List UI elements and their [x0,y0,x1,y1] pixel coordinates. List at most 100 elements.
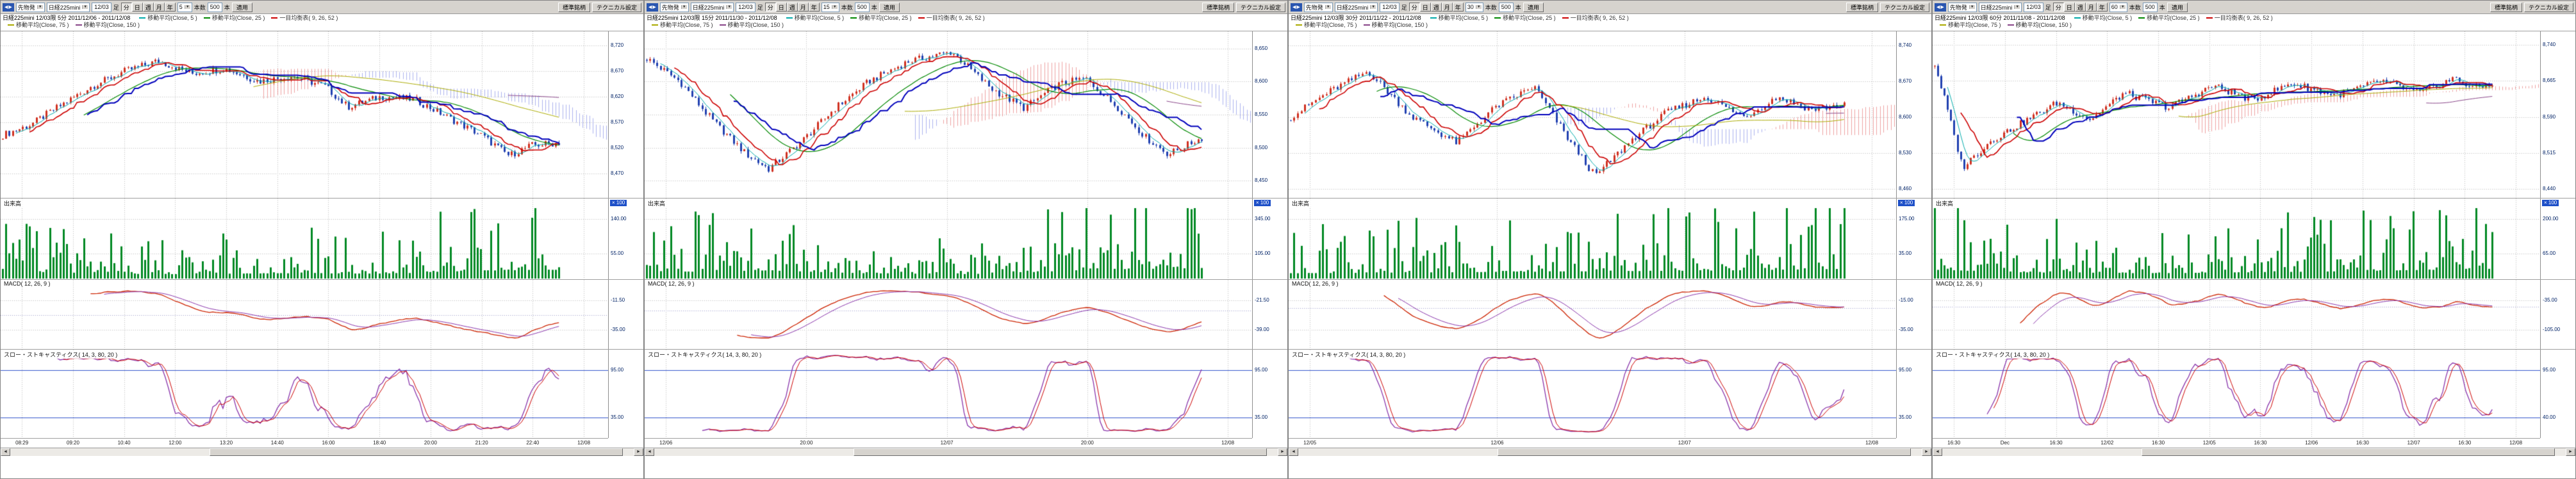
scrollbar-track[interactable] [1298,448,1922,456]
period-button-日[interactable]: 日 [131,3,143,12]
nav-back-icon[interactable]: ◀ [1292,5,1296,10]
chart-nav-arrows[interactable]: ◀ ▶ [1291,3,1302,12]
minute-dropdown[interactable]: 5 ▼ [177,2,192,12]
nav-forward-icon[interactable]: ▶ [1940,5,1944,10]
technical-settings-button[interactable]: テクニカル設定 [1235,2,1285,12]
scroll-thumb[interactable] [210,448,623,456]
stochastics-chart[interactable] [1933,350,2540,438]
period-button-日[interactable]: 日 [1419,3,1431,12]
apply-button[interactable]: 適用 [231,2,252,12]
instrument-dropdown[interactable]: 日経225mini ▼ [690,2,734,12]
standard-symbols-button[interactable]: 標準銘柄 [1201,2,1234,12]
horizontal-scrollbar[interactable]: ◄ ► [1933,448,2575,456]
period-button-年[interactable]: 年 [1452,3,1464,12]
horizontal-scrollbar[interactable]: ◄ ► [1,448,643,456]
scroll-left-button[interactable]: ◄ [645,448,654,456]
price-chart[interactable] [1289,31,1896,198]
instrument-dropdown[interactable]: 日経225mini ▼ [1334,2,1378,12]
scroll-thumb[interactable] [2142,448,2555,456]
period-button-分[interactable]: 分 [1408,3,1420,12]
standard-symbols-button[interactable]: 標準銘柄 [1845,2,1878,12]
contract-month-field[interactable]: 12/03 [2024,2,2043,12]
scroll-right-button[interactable]: ► [1278,448,1287,456]
price-chart[interactable] [1,31,608,198]
period-button-週[interactable]: 週 [786,3,798,12]
apply-button[interactable]: 適用 [1523,2,1544,12]
period-button-月[interactable]: 月 [153,3,165,12]
nav-back-icon[interactable]: ◀ [4,5,8,10]
nav-forward-icon[interactable]: ▶ [1296,5,1300,10]
scrollbar-track[interactable] [10,448,634,456]
scroll-left-button[interactable]: ◄ [1289,448,1298,456]
scroll-left-button[interactable]: ◄ [1,448,10,456]
volume-chart[interactable] [1,199,608,279]
minute-dropdown[interactable]: 15 ▼ [821,2,839,12]
period-button-月[interactable]: 月 [797,3,809,12]
chart-nav-arrows[interactable]: ◀ ▶ [3,3,14,12]
bars-count-field[interactable]: 500 [1498,2,1514,12]
bars-count-field[interactable]: 500 [207,2,222,12]
chart-nav-arrows[interactable]: ◀ ▶ [647,3,658,12]
period-button-分[interactable]: 分 [2052,3,2064,12]
contract-month-field[interactable]: 12/03 [92,2,111,12]
scroll-thumb[interactable] [1498,448,1911,456]
technical-settings-button[interactable]: テクニカル設定 [591,2,641,12]
instrument-dropdown[interactable]: 日経225mini ▼ [1978,2,2022,12]
standard-symbols-button[interactable]: 標準銘柄 [2489,2,2522,12]
bars-count-field[interactable]: 500 [2142,2,2158,12]
technical-settings-button[interactable]: テクニカル設定 [1879,2,1929,12]
category-dropdown[interactable]: 先物発 ▼ [1947,2,1977,12]
period-button-分[interactable]: 分 [120,3,132,12]
period-button-年[interactable]: 年 [164,3,176,12]
volume-chart[interactable] [1289,199,1896,279]
chart-nav-arrows[interactable]: ◀ ▶ [1935,3,1946,12]
scrollbar-track[interactable] [654,448,1278,456]
stochastics-chart[interactable] [1,350,608,438]
nav-forward-icon[interactable]: ▶ [8,5,12,10]
standard-symbols-button[interactable]: 標準銘柄 [557,2,590,12]
macd-chart[interactable] [1933,280,2540,349]
price-chart[interactable] [645,31,1252,198]
technical-settings-button[interactable]: テクニカル設定 [2523,2,2573,12]
period-button-分[interactable]: 分 [764,3,776,12]
instrument-dropdown[interactable]: 日経225mini ▼ [46,2,90,12]
nav-back-icon[interactable]: ◀ [1936,5,1940,10]
macd-chart[interactable] [1,280,608,349]
horizontal-scrollbar[interactable]: ◄ ► [1289,448,1931,456]
scroll-right-button[interactable]: ► [634,448,643,456]
period-button-週[interactable]: 週 [1430,3,1442,12]
apply-button[interactable]: 適用 [879,2,900,12]
stochastics-chart[interactable] [645,350,1252,438]
scrollbar-track[interactable] [1942,448,2566,456]
category-dropdown[interactable]: 先物発 ▼ [659,2,689,12]
volume-chart[interactable] [1933,199,2540,279]
nav-back-icon[interactable]: ◀ [648,5,652,10]
bars-count-field[interactable]: 500 [854,2,870,12]
scroll-right-button[interactable]: ► [1922,448,1931,456]
scroll-thumb[interactable] [854,448,1267,456]
category-dropdown[interactable]: 先物発 ▼ [1303,2,1333,12]
period-button-週[interactable]: 週 [142,3,154,12]
period-button-日[interactable]: 日 [775,3,787,12]
price-chart[interactable] [1933,31,2540,198]
category-dropdown[interactable]: 先物発 ▼ [15,2,45,12]
macd-chart[interactable] [645,280,1252,349]
minute-dropdown[interactable]: 60 ▼ [2109,2,2127,12]
stochastics-chart[interactable] [1289,350,1896,438]
minute-dropdown[interactable]: 30 ▼ [1465,2,1483,12]
volume-chart[interactable] [645,199,1252,279]
period-button-年[interactable]: 年 [808,3,820,12]
contract-month-field[interactable]: 12/03 [736,2,755,12]
apply-button[interactable]: 適用 [2167,2,2188,12]
macd-chart[interactable] [1289,280,1896,349]
period-button-日[interactable]: 日 [2063,3,2075,12]
scroll-left-button[interactable]: ◄ [1933,448,1942,456]
horizontal-scrollbar[interactable]: ◄ ► [645,448,1287,456]
period-button-月[interactable]: 月 [2085,3,2097,12]
period-button-週[interactable]: 週 [2074,3,2086,12]
period-button-月[interactable]: 月 [1441,3,1453,12]
nav-forward-icon[interactable]: ▶ [652,5,656,10]
scroll-right-button[interactable]: ► [2566,448,2575,456]
contract-month-field[interactable]: 12/03 [1380,2,1399,12]
period-button-年[interactable]: 年 [2096,3,2108,12]
